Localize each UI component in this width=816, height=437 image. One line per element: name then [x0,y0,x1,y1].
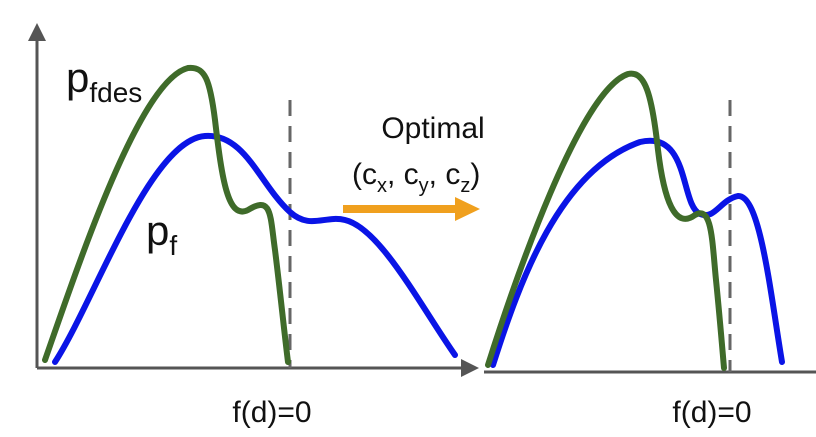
pf-label-sub: f [169,230,177,261]
left-pfdes-curve [42,64,291,365]
coords-label: (cx, cy, cz) [352,158,480,197]
coords-x-sub: x [377,175,387,197]
right-pf-curve [490,137,785,368]
transform-arrow [343,197,480,221]
pfdes-label-sub: fdes [89,77,142,108]
pf-label-main: p [146,207,169,254]
coords-sep2: , c [429,158,461,191]
coords-sep1: , c [387,158,419,191]
right-threshold-label: f(d)=0 [672,396,751,429]
left-pf-curve [52,132,458,365]
coords-close: ) [470,158,480,191]
coords-z-sub: z [460,175,470,197]
pfdes-label: pfdes [66,54,142,108]
coords-y-sub: y [419,175,429,197]
coords-open: (c [352,158,377,191]
optimal-label: Optimal [381,112,484,145]
right-pfdes-curve [485,70,727,371]
pfdes-label-main: p [66,54,89,101]
left-threshold-label: f(d)=0 [232,396,311,429]
pf-label: pf [146,207,177,261]
